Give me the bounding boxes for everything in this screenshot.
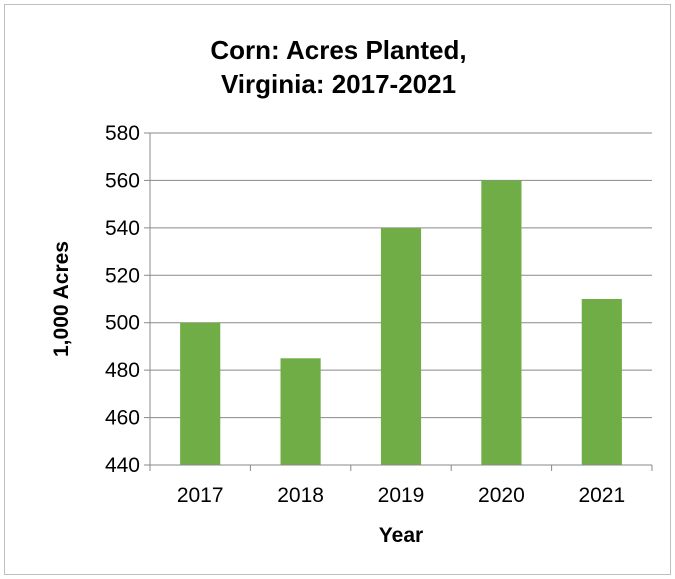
y-tick-label: 540	[105, 217, 140, 240]
bar-2017	[180, 322, 221, 465]
bars	[180, 180, 622, 465]
x-tick-label: 2019	[378, 484, 425, 507]
y-tick-label: 440	[105, 454, 140, 477]
y-tick-label: 520	[105, 264, 140, 287]
y-tick-labels: 440 460 480 500 520 540 560 580	[105, 122, 140, 477]
y-tick-label: 480	[105, 359, 140, 382]
y-tick-label: 500	[105, 312, 140, 335]
x-axis-title: Year	[379, 524, 423, 547]
y-axis-title: 1,000 Acres	[50, 241, 73, 357]
bar-2020	[481, 180, 522, 465]
x-tick-label: 2018	[277, 484, 324, 507]
bar-2018	[280, 358, 321, 465]
chart-title-line-1: Corn: Acres Planted,	[210, 35, 467, 65]
chart-title: Corn: Acres Planted, Virginia: 2017-2021	[5, 33, 672, 101]
x-tick-label: 2021	[578, 484, 625, 507]
chart-frame: Corn: Acres Planted, Virginia: 2017-2021	[4, 4, 671, 575]
x-tick-label: 2017	[177, 484, 224, 507]
y-tick-label: 580	[105, 122, 140, 145]
x-tick-labels: 2017 2018 2019 2020 2021	[149, 465, 653, 507]
y-tick-label: 560	[105, 169, 140, 192]
y-tick-label: 460	[105, 407, 140, 430]
bar-2021	[581, 299, 622, 465]
x-tick-label: 2020	[478, 484, 525, 507]
chart-title-line-2: Virginia: 2017-2021	[220, 69, 457, 99]
bar-2019	[380, 227, 422, 465]
